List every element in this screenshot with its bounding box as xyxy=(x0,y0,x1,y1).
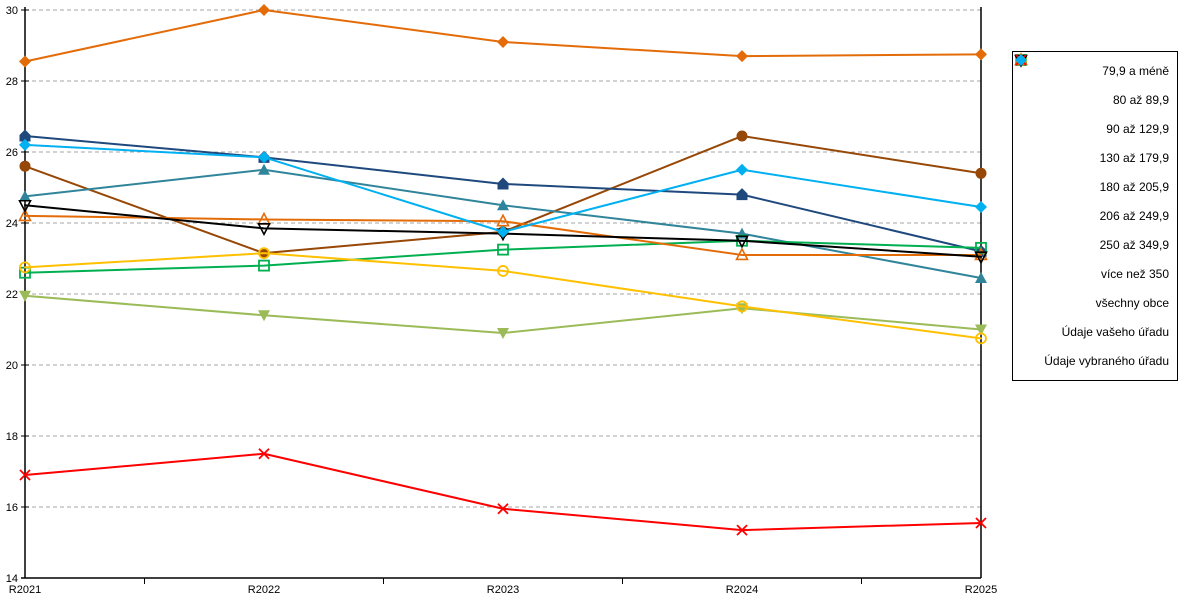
series-line xyxy=(24,452,982,532)
series-marker xyxy=(497,199,509,211)
legend-marker-icon xyxy=(1015,54,1027,66)
series-marker xyxy=(735,235,749,249)
legend-item-label: 250 až 349,9 xyxy=(1099,237,1169,252)
legend-item[interactable]: 130 až 179,9 xyxy=(1015,53,1169,173)
series-marker xyxy=(736,163,748,176)
series-marker xyxy=(975,517,987,529)
series-marker xyxy=(497,243,509,256)
y-axis-label: 18 xyxy=(6,431,18,443)
legend-item[interactable]: 250 až 349,9 xyxy=(1015,54,1169,259)
legend-item-label: více než 350 xyxy=(1100,266,1169,281)
series-marker xyxy=(18,199,32,213)
series-marker xyxy=(974,251,988,265)
chart-legend: 79,9 a méně 80 až 89,9 90 až 129,9 130 až 1… xyxy=(1012,51,1178,381)
y-axis-label: 30 xyxy=(6,5,18,17)
series-line xyxy=(24,294,982,335)
legend-item-label: 79,9 a méně xyxy=(1102,64,1169,79)
x-axis-label: R2024 xyxy=(726,584,758,596)
series-marker xyxy=(258,4,270,16)
series-marker xyxy=(258,259,270,272)
legend-item-label: 180 až 205,9 xyxy=(1099,180,1169,195)
legend-item[interactable]: Údaje vybraného úřadu xyxy=(1015,54,1169,375)
series-marker xyxy=(19,190,31,202)
y-axis-label: 26 xyxy=(6,147,18,159)
series-marker xyxy=(19,261,31,274)
series-line xyxy=(24,239,982,274)
series-marker xyxy=(497,177,509,190)
y-axis-label: 20 xyxy=(6,360,18,372)
series-marker xyxy=(736,524,748,536)
legend-item-label: 206 až 249,9 xyxy=(1099,208,1169,223)
series-marker xyxy=(19,290,31,302)
series-marker xyxy=(497,35,509,48)
series-marker xyxy=(497,328,509,340)
legend-item[interactable]: Údaje vašeho úřadu xyxy=(1015,54,1169,346)
series-marker xyxy=(497,265,509,277)
legend-item[interactable]: 90 až 129,9 xyxy=(1015,54,1169,144)
x-axis-label: R2025 xyxy=(965,584,997,596)
series-marker xyxy=(258,448,270,460)
series-line xyxy=(24,214,982,256)
x-axis-label: R2023 xyxy=(487,584,519,596)
series-marker xyxy=(258,310,270,322)
series-marker xyxy=(975,48,987,61)
legend-item-label: 80 až 89,9 xyxy=(1112,93,1169,108)
x-axis-label: R2021 xyxy=(9,584,41,596)
series-marker xyxy=(19,160,31,172)
series-marker xyxy=(975,272,987,284)
series-marker xyxy=(19,55,31,68)
x-axis-label: R2022 xyxy=(248,584,280,596)
series-marker xyxy=(975,332,987,345)
series-marker xyxy=(18,208,32,222)
legend-item-label: 130 až 179,9 xyxy=(1099,151,1169,166)
series-line xyxy=(24,9,982,63)
series-marker xyxy=(497,503,509,515)
series-marker xyxy=(735,247,749,261)
series-marker xyxy=(258,247,270,260)
series-marker xyxy=(975,201,987,214)
series-line xyxy=(24,252,982,340)
series-marker xyxy=(257,223,271,237)
series-marker xyxy=(736,130,748,142)
legend-marker-icon xyxy=(1015,54,1027,66)
series-marker xyxy=(736,188,748,201)
series-marker xyxy=(258,151,270,164)
legend-item[interactable]: 80 až 89,9 xyxy=(1015,54,1169,115)
series-marker xyxy=(497,225,509,238)
series-marker xyxy=(975,324,987,336)
y-axis-label: 28 xyxy=(6,76,18,88)
legend-item[interactable]: všechny obce xyxy=(1014,54,1169,317)
y-axis-label: 16 xyxy=(6,502,18,514)
legend-item[interactable]: 79,9 a méně xyxy=(1015,54,1169,86)
legend-item[interactable]: více než 350 xyxy=(1014,52,1169,288)
series-marker xyxy=(736,50,748,63)
legend-item-label: Údaje vybraného úřadu xyxy=(1044,353,1169,368)
series-marker xyxy=(19,138,31,151)
series-marker xyxy=(19,469,31,481)
y-axis-label: 22 xyxy=(6,289,18,301)
series-marker xyxy=(496,213,510,227)
series-marker xyxy=(974,247,988,261)
y-axis-label: 14 xyxy=(6,573,18,585)
legend-item-label: Údaje vašeho úřadu xyxy=(1061,324,1169,339)
series-marker xyxy=(19,129,31,142)
series-marker xyxy=(975,167,987,179)
y-axis-label: 24 xyxy=(6,218,18,230)
legend-item[interactable]: 206 až 249,9 xyxy=(1015,54,1169,231)
series-marker xyxy=(258,163,270,175)
legend-item-label: všechny obce xyxy=(1095,295,1169,310)
legend-item-label: 90 až 129,9 xyxy=(1106,122,1169,137)
legend-item[interactable]: 180 až 205,9 xyxy=(1015,55,1169,202)
series-marker xyxy=(736,300,748,313)
